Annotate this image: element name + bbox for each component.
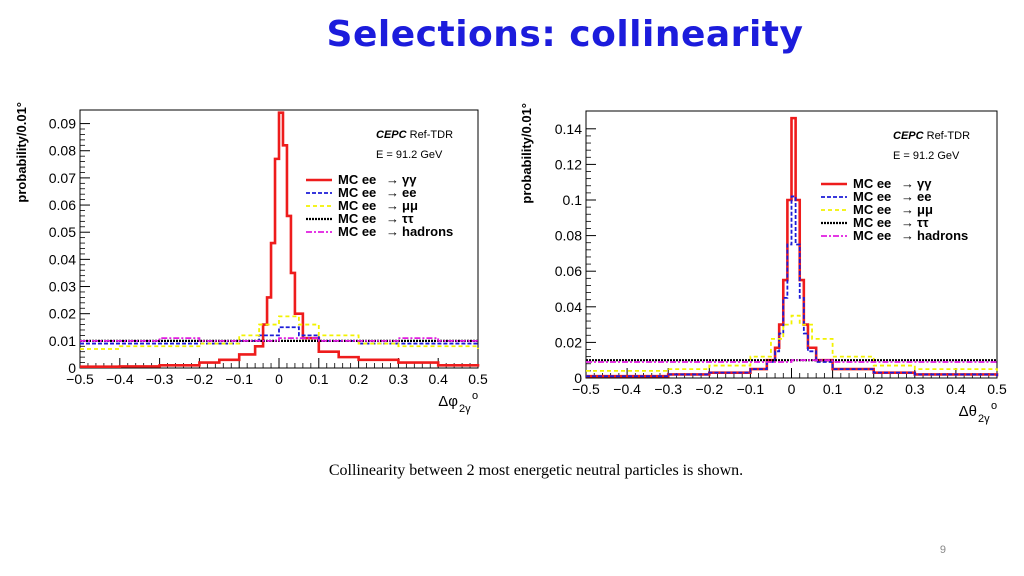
chart-1-xtick-label: 0.5 xyxy=(987,381,1007,397)
chart-1-legend-label-2: MC ee xyxy=(853,202,891,217)
chart-1-legend-final-1: ee xyxy=(917,189,931,204)
chart-0-xtick-label: −0.5 xyxy=(66,371,94,387)
chart-1-ytick-label: 0.06 xyxy=(555,263,582,279)
chart-1-series-2 xyxy=(586,314,998,372)
chart-1-xtick-label: −0.2 xyxy=(695,381,723,397)
chart-1-legend-final-0: γγ xyxy=(917,176,932,191)
chart-1-xtick-label: 0.3 xyxy=(905,381,925,397)
chart-0-xtick-label: −0.4 xyxy=(106,371,134,387)
chart-1-legend-label-4: MC ee xyxy=(853,228,891,243)
chart-0-legend-label-4: MC ee xyxy=(338,224,376,239)
chart-1-ylabel: probability/0.01° xyxy=(519,103,534,204)
chart-0-ytick-label: 0.08 xyxy=(49,143,76,159)
chart-1-xtick-label: 0.2 xyxy=(864,381,884,397)
chart-delta-theta: 0 0.02 0.04 0.06 0.08 0.1 0.12 0.14 −0.5 −0.4 −0.3… xyxy=(519,103,1007,425)
chart-delta-phi: 0 0.01 0.02 0.03 0.04 0.05 0.06 0.07 0.08 0.09 −0.… xyxy=(14,102,488,415)
chart-1-legend-label-0: MC ee xyxy=(853,176,891,191)
chart-0-legend-arrow-0: → xyxy=(386,172,399,187)
chart-0-legend-label-1: MC ee xyxy=(338,185,376,200)
chart-1-legend-final-2: μμ xyxy=(917,202,933,217)
slide-title: Selections: collinearity xyxy=(326,14,804,55)
slide-caption: Collinearity between 2 most energetic ne… xyxy=(328,462,744,479)
chart-0-ytick-label: 0.03 xyxy=(49,279,76,295)
chart-0-legend-arrow-3: → xyxy=(386,211,399,226)
chart-1-ytick-label: 0.02 xyxy=(555,334,582,350)
chart-0-series-4 xyxy=(80,337,478,342)
chart-0-legend-label-3: MC ee xyxy=(338,211,376,226)
chart-0-ytick-label: 0.01 xyxy=(49,333,76,349)
chart-0-legend-label-2: MC ee xyxy=(338,198,376,213)
chart-0-series-2 xyxy=(80,315,479,350)
chart-0-legend-final-0: γγ xyxy=(402,172,417,187)
chart-1-ytick-label: 0.14 xyxy=(555,121,582,137)
chart-0-ytick-label: 0 xyxy=(68,360,76,376)
chart-0-xtick-label: 0.4 xyxy=(428,371,448,387)
chart-0-legend-arrow-2: → xyxy=(386,198,399,213)
chart-0-xtick-label: 0.3 xyxy=(389,371,409,387)
chart-0-xtick-label: 0.1 xyxy=(309,371,329,387)
chart-0-ylabel: probability/0.01° xyxy=(14,102,29,203)
chart-1-xtick-label: −0.5 xyxy=(572,381,600,397)
chart-0-ytick-label: 0.05 xyxy=(49,224,76,240)
chart-1-legend-arrow-0: → xyxy=(901,176,914,191)
chart-0-legend-final-3: ττ xyxy=(402,211,414,226)
chart-0-xtick-label: 0.2 xyxy=(349,371,369,387)
chart-1-xtick-label: 0.4 xyxy=(946,381,966,397)
chart-1-xlabel-sub: 2γ xyxy=(978,413,990,425)
chart-0-xlabel-sup: o xyxy=(472,390,478,402)
chart-1-xtick-label: −0.4 xyxy=(613,381,641,397)
chart-1-xtick-label: −0.1 xyxy=(737,381,765,397)
chart-1-note-line2: E = 91.2 GeV xyxy=(893,150,960,162)
chart-1-xlabel-sup: o xyxy=(991,400,997,412)
chart-1-series-1 xyxy=(586,195,998,378)
chart-1-legend-arrow-3: → xyxy=(901,215,914,230)
chart-1-xtick-label: 0.1 xyxy=(823,381,843,397)
chart-1-ytick-label: 0.1 xyxy=(563,192,583,208)
chart-0-ytick-label: 0.02 xyxy=(49,306,76,322)
chart-1-legend-label-3: MC ee xyxy=(853,215,891,230)
chart-1-legend-arrow-1: → xyxy=(901,189,914,204)
chart-0-series-0 xyxy=(80,111,480,368)
chart-1-xtick-label: −0.3 xyxy=(654,381,682,397)
chart-0-xlabel: Δφ xyxy=(438,393,458,410)
chart-0-xtick-label: −0.3 xyxy=(146,371,174,387)
chart-0-xtick-label: −0.2 xyxy=(186,371,214,387)
chart-1-series-4 xyxy=(586,359,997,363)
chart-0-ytick-label: 0.04 xyxy=(49,251,76,267)
chart-0-ytick-label: 0.09 xyxy=(49,116,76,132)
chart-1-ytick-label: 0.04 xyxy=(555,299,582,315)
chart-1-xtick-label: 0 xyxy=(788,381,796,397)
chart-0-legend-final-2: μμ xyxy=(402,198,418,213)
chart-0-note-line2: E = 91.2 GeV xyxy=(376,149,443,161)
chart-1-note-line1: CEPC Ref-TDR xyxy=(893,130,970,142)
chart-1-legend-arrow-4: → xyxy=(901,228,914,243)
chart-0-legend-arrow-1: → xyxy=(386,185,399,200)
chart-0-xtick-label: 0.5 xyxy=(468,371,488,387)
chart-1-ytick-label: 0.12 xyxy=(555,156,582,172)
chart-0-legend-arrow-4: → xyxy=(386,224,399,239)
chart-1-ytick-label: 0.08 xyxy=(555,228,582,244)
chart-0-legend-final-4: hadrons xyxy=(402,224,453,239)
chart-0-xlabel-sub: 2γ xyxy=(459,403,471,415)
chart-0-xtick-label: 0 xyxy=(275,371,283,387)
chart-1-legend-final-4: hadrons xyxy=(917,228,968,243)
chart-1-xlabel: Δθ xyxy=(959,403,977,420)
chart-0-ytick-label: 0.06 xyxy=(49,197,76,213)
chart-1-legend-label-1: MC ee xyxy=(853,189,891,204)
chart-1-legend-final-3: ττ xyxy=(917,215,929,230)
chart-0-xtick-label: −0.1 xyxy=(225,371,253,387)
chart-0-legend-label-0: MC ee xyxy=(338,172,376,187)
page-number: 9 xyxy=(939,544,946,556)
chart-0-legend-final-1: ee xyxy=(402,185,416,200)
chart-0-ytick-label: 0.07 xyxy=(49,170,76,186)
chart-1-ytick-label: 0 xyxy=(574,370,582,386)
chart-1-legend-arrow-2: → xyxy=(901,202,914,217)
chart-0-note-line1: CEPC Ref-TDR xyxy=(376,129,453,141)
